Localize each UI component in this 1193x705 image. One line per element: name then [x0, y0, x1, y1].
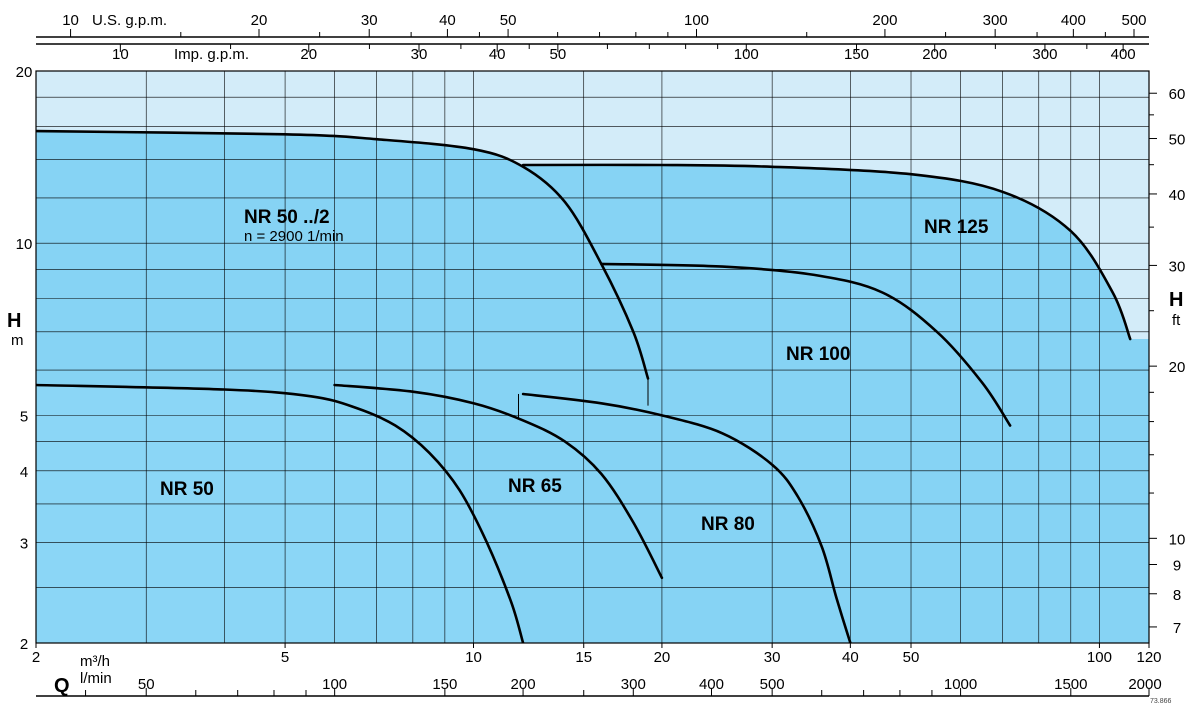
lmin-tick-label: 100	[322, 676, 347, 693]
imp-gpm-tick-label: 30	[411, 46, 428, 63]
lmin-tick-label: 300	[621, 676, 646, 693]
x-tick-label: 40	[842, 649, 859, 666]
curve-nr-50-2	[36, 129, 650, 380]
imp-gpm-tick-label: 400	[1111, 46, 1136, 63]
plot-border	[35, 70, 1150, 644]
y-tick-label-m: 5	[20, 408, 28, 425]
lmin-tick-label: 50	[138, 676, 155, 693]
y-tick-label-m: 2	[20, 636, 28, 653]
imp-gpm-tick-label: 10	[112, 46, 129, 63]
us-gpm-tick-label: 30	[361, 12, 378, 29]
lmin-tick-label: 400	[699, 676, 724, 693]
us-gpm-tick-label: 300	[983, 12, 1008, 29]
y-tick-label-ft: 10	[1169, 531, 1186, 548]
us-gpm-tick-label: 10	[62, 12, 79, 29]
lmin-tick-label: 200	[511, 676, 536, 693]
y-axis-unit-right: ft	[1172, 312, 1181, 329]
x-tick-label: 2	[32, 649, 40, 666]
label-nr65: NR 65	[508, 476, 562, 497]
y-tick-label-ft: 20	[1169, 359, 1186, 376]
y-axis-unit-left: m	[11, 332, 24, 349]
y-tick-label-ft: 30	[1169, 258, 1186, 275]
lmin-tick-label: 500	[760, 676, 785, 693]
us-gpm-tick-label: 20	[251, 12, 268, 29]
label-nr50-2: NR 50 ../2	[244, 207, 330, 228]
y-tick-label-ft: 60	[1169, 86, 1186, 103]
reference-code: 73.866	[1150, 698, 1172, 705]
x-tick-label: 30	[764, 649, 781, 666]
y-tick-label-ft: 50	[1169, 132, 1186, 149]
lmin-tick-label: 1500	[1054, 676, 1087, 693]
top-axis-us-label: U.S. g.p.m.	[92, 12, 167, 29]
us-gpm-tick-label: 500	[1121, 12, 1146, 29]
label-nr80: NR 80	[701, 514, 755, 535]
curve-nr-125	[521, 163, 1132, 341]
imp-gpm-tick-label: 100	[734, 46, 759, 63]
x-axis-label: Q	[54, 675, 70, 697]
y-tick-label-ft: 40	[1169, 187, 1186, 204]
y-tick-label-m: 3	[20, 535, 28, 552]
y-tick-label-ft: 9	[1173, 558, 1181, 575]
imp-gpm-tick-label: 50	[550, 46, 567, 63]
x-tick-label: 100	[1087, 649, 1112, 666]
us-gpm-tick-label: 400	[1061, 12, 1086, 29]
x-tick-label: 20	[654, 649, 671, 666]
y-tick-label-m: 20	[16, 64, 33, 81]
lmin-tick-label: 150	[432, 676, 457, 693]
x-tick-label: 10	[465, 649, 482, 666]
y-tick-label-ft: 8	[1173, 587, 1181, 604]
us-gpm-tick-label: 100	[684, 12, 709, 29]
y-axis-label-left: H	[7, 310, 21, 332]
x-tick-label: 50	[903, 649, 920, 666]
imp-gpm-tick-label: 150	[844, 46, 869, 63]
label-nr125: NR 125	[924, 217, 989, 238]
label-speed: n = 2900 1/min	[244, 228, 344, 245]
us-gpm-tick-label: 200	[872, 12, 897, 29]
us-gpm-tick-label: 50	[500, 12, 517, 29]
lmin-tick-label: 2000	[1128, 676, 1161, 693]
x-axis-unit-lmin: l/min	[80, 670, 112, 687]
top-axis-imp-label: Imp. g.p.m.	[174, 46, 249, 63]
label-nr100: NR 100	[786, 344, 850, 365]
x-tick-label: 15	[575, 649, 592, 666]
y-tick-label-m: 4	[20, 464, 28, 481]
y-axis-label-right: H	[1169, 289, 1183, 311]
curve-nr-65	[333, 383, 664, 580]
coverage-fill-lower	[36, 385, 851, 643]
curve-nr-80	[521, 392, 852, 643]
imp-gpm-tick-label: 40	[489, 46, 506, 63]
y-tick-label-m: 10	[16, 236, 33, 253]
x-axis-unit-m3h: m³/h	[80, 653, 110, 670]
y-tick-label-ft: 7	[1173, 620, 1181, 637]
curve-nr-100	[600, 262, 1012, 427]
imp-gpm-tick-label: 200	[922, 46, 947, 63]
curve-nr-50	[36, 383, 525, 643]
lmin-tick-label: 1000	[944, 676, 977, 693]
us-gpm-tick-label: 40	[439, 12, 456, 29]
x-tick-label: 5	[281, 649, 289, 666]
imp-gpm-tick-label: 20	[300, 46, 317, 63]
label-nr50: NR 50	[160, 479, 214, 500]
imp-gpm-tick-label: 300	[1032, 46, 1057, 63]
x-tick-label: 120	[1136, 649, 1161, 666]
